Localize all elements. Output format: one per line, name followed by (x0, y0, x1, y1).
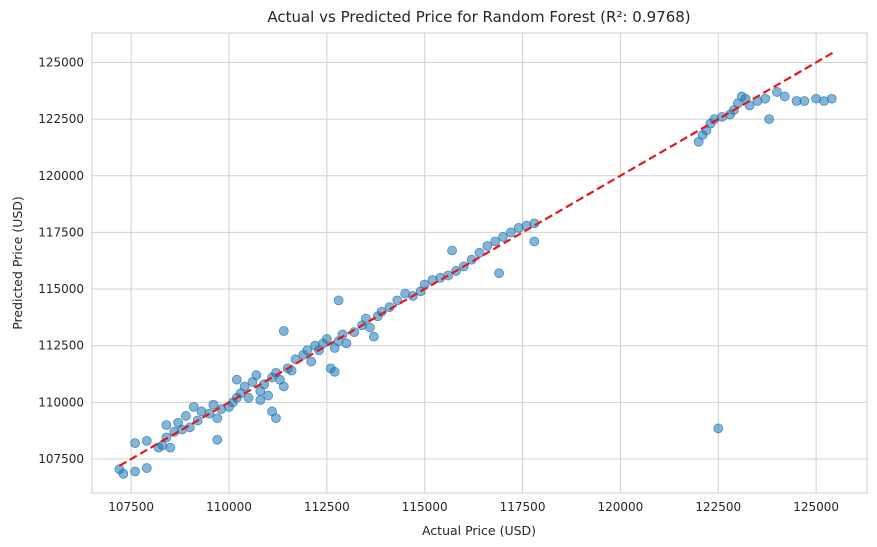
x-tick-label: 107500 (108, 500, 154, 514)
x-tick-label: 115000 (402, 500, 448, 514)
y-tick-label: 115000 (38, 282, 84, 296)
data-point (365, 322, 375, 333)
data-point (760, 93, 771, 104)
data-point (302, 345, 313, 356)
data-point (263, 390, 274, 401)
data-point (799, 96, 810, 106)
data-point (498, 232, 508, 242)
data-point (118, 468, 129, 479)
y-axis-label: Predicted Price (USD) (10, 196, 25, 330)
data-point (376, 306, 387, 317)
data-point (368, 331, 379, 342)
x-tick-label: 112500 (304, 500, 350, 514)
data-point (130, 466, 140, 477)
data-point (494, 268, 504, 279)
data-point (173, 417, 184, 428)
y-tick-labels: 107500 110000 112500 115000 117500 120000 1225… (38, 55, 84, 466)
data-point (713, 423, 724, 434)
data-point (271, 413, 281, 424)
data-point (772, 87, 782, 97)
data-point (474, 247, 485, 258)
y-tick-label: 120000 (38, 169, 84, 183)
data-point (505, 227, 516, 238)
x-tick-labels: 107500 110000 112500 115000 117500 120000 1225… (108, 500, 839, 514)
data-point (329, 366, 340, 377)
x-axis-label: Actual Price (USD) (422, 523, 536, 538)
data-point (826, 93, 837, 104)
grid (92, 33, 867, 493)
chart-title: Actual vs Predicted Price for Random For… (267, 8, 690, 26)
y-tick-label: 112500 (38, 339, 84, 353)
reference-line (118, 50, 837, 467)
data-point (255, 395, 266, 405)
data-point (779, 91, 790, 102)
data-point (161, 420, 172, 430)
data-point (231, 374, 242, 385)
y-tick-label: 107500 (38, 452, 84, 466)
y-tick-label: 110000 (38, 395, 84, 409)
y-tick-label: 122500 (38, 112, 84, 126)
data-point (130, 438, 140, 449)
data-point (212, 413, 223, 424)
data-point (181, 411, 191, 421)
data-point (482, 241, 493, 251)
data-point (321, 334, 332, 344)
data-point (208, 399, 219, 410)
data-point (141, 463, 152, 473)
x-tick-label: 110000 (206, 500, 252, 514)
data-point (212, 434, 223, 445)
data-point (243, 392, 254, 403)
data-point (764, 114, 775, 125)
data-point (529, 236, 540, 247)
data-point (239, 381, 250, 392)
y-tick-label: 117500 (38, 225, 84, 239)
data-point (333, 295, 344, 306)
data-point (165, 442, 176, 453)
data-points (114, 87, 837, 479)
data-point (337, 329, 348, 340)
data-point (447, 245, 458, 256)
x-tick-label: 117500 (500, 500, 546, 514)
data-point (251, 370, 262, 381)
data-point (341, 338, 352, 349)
x-tick-label: 120000 (598, 500, 644, 514)
x-tick-label: 122500 (695, 500, 741, 514)
data-point (141, 435, 152, 446)
x-tick-label: 125000 (793, 500, 839, 514)
y-tick-label: 125000 (38, 55, 84, 69)
data-point (278, 326, 289, 336)
data-point (490, 236, 501, 247)
data-point (188, 401, 199, 412)
data-point (278, 381, 289, 392)
data-point (306, 356, 317, 367)
